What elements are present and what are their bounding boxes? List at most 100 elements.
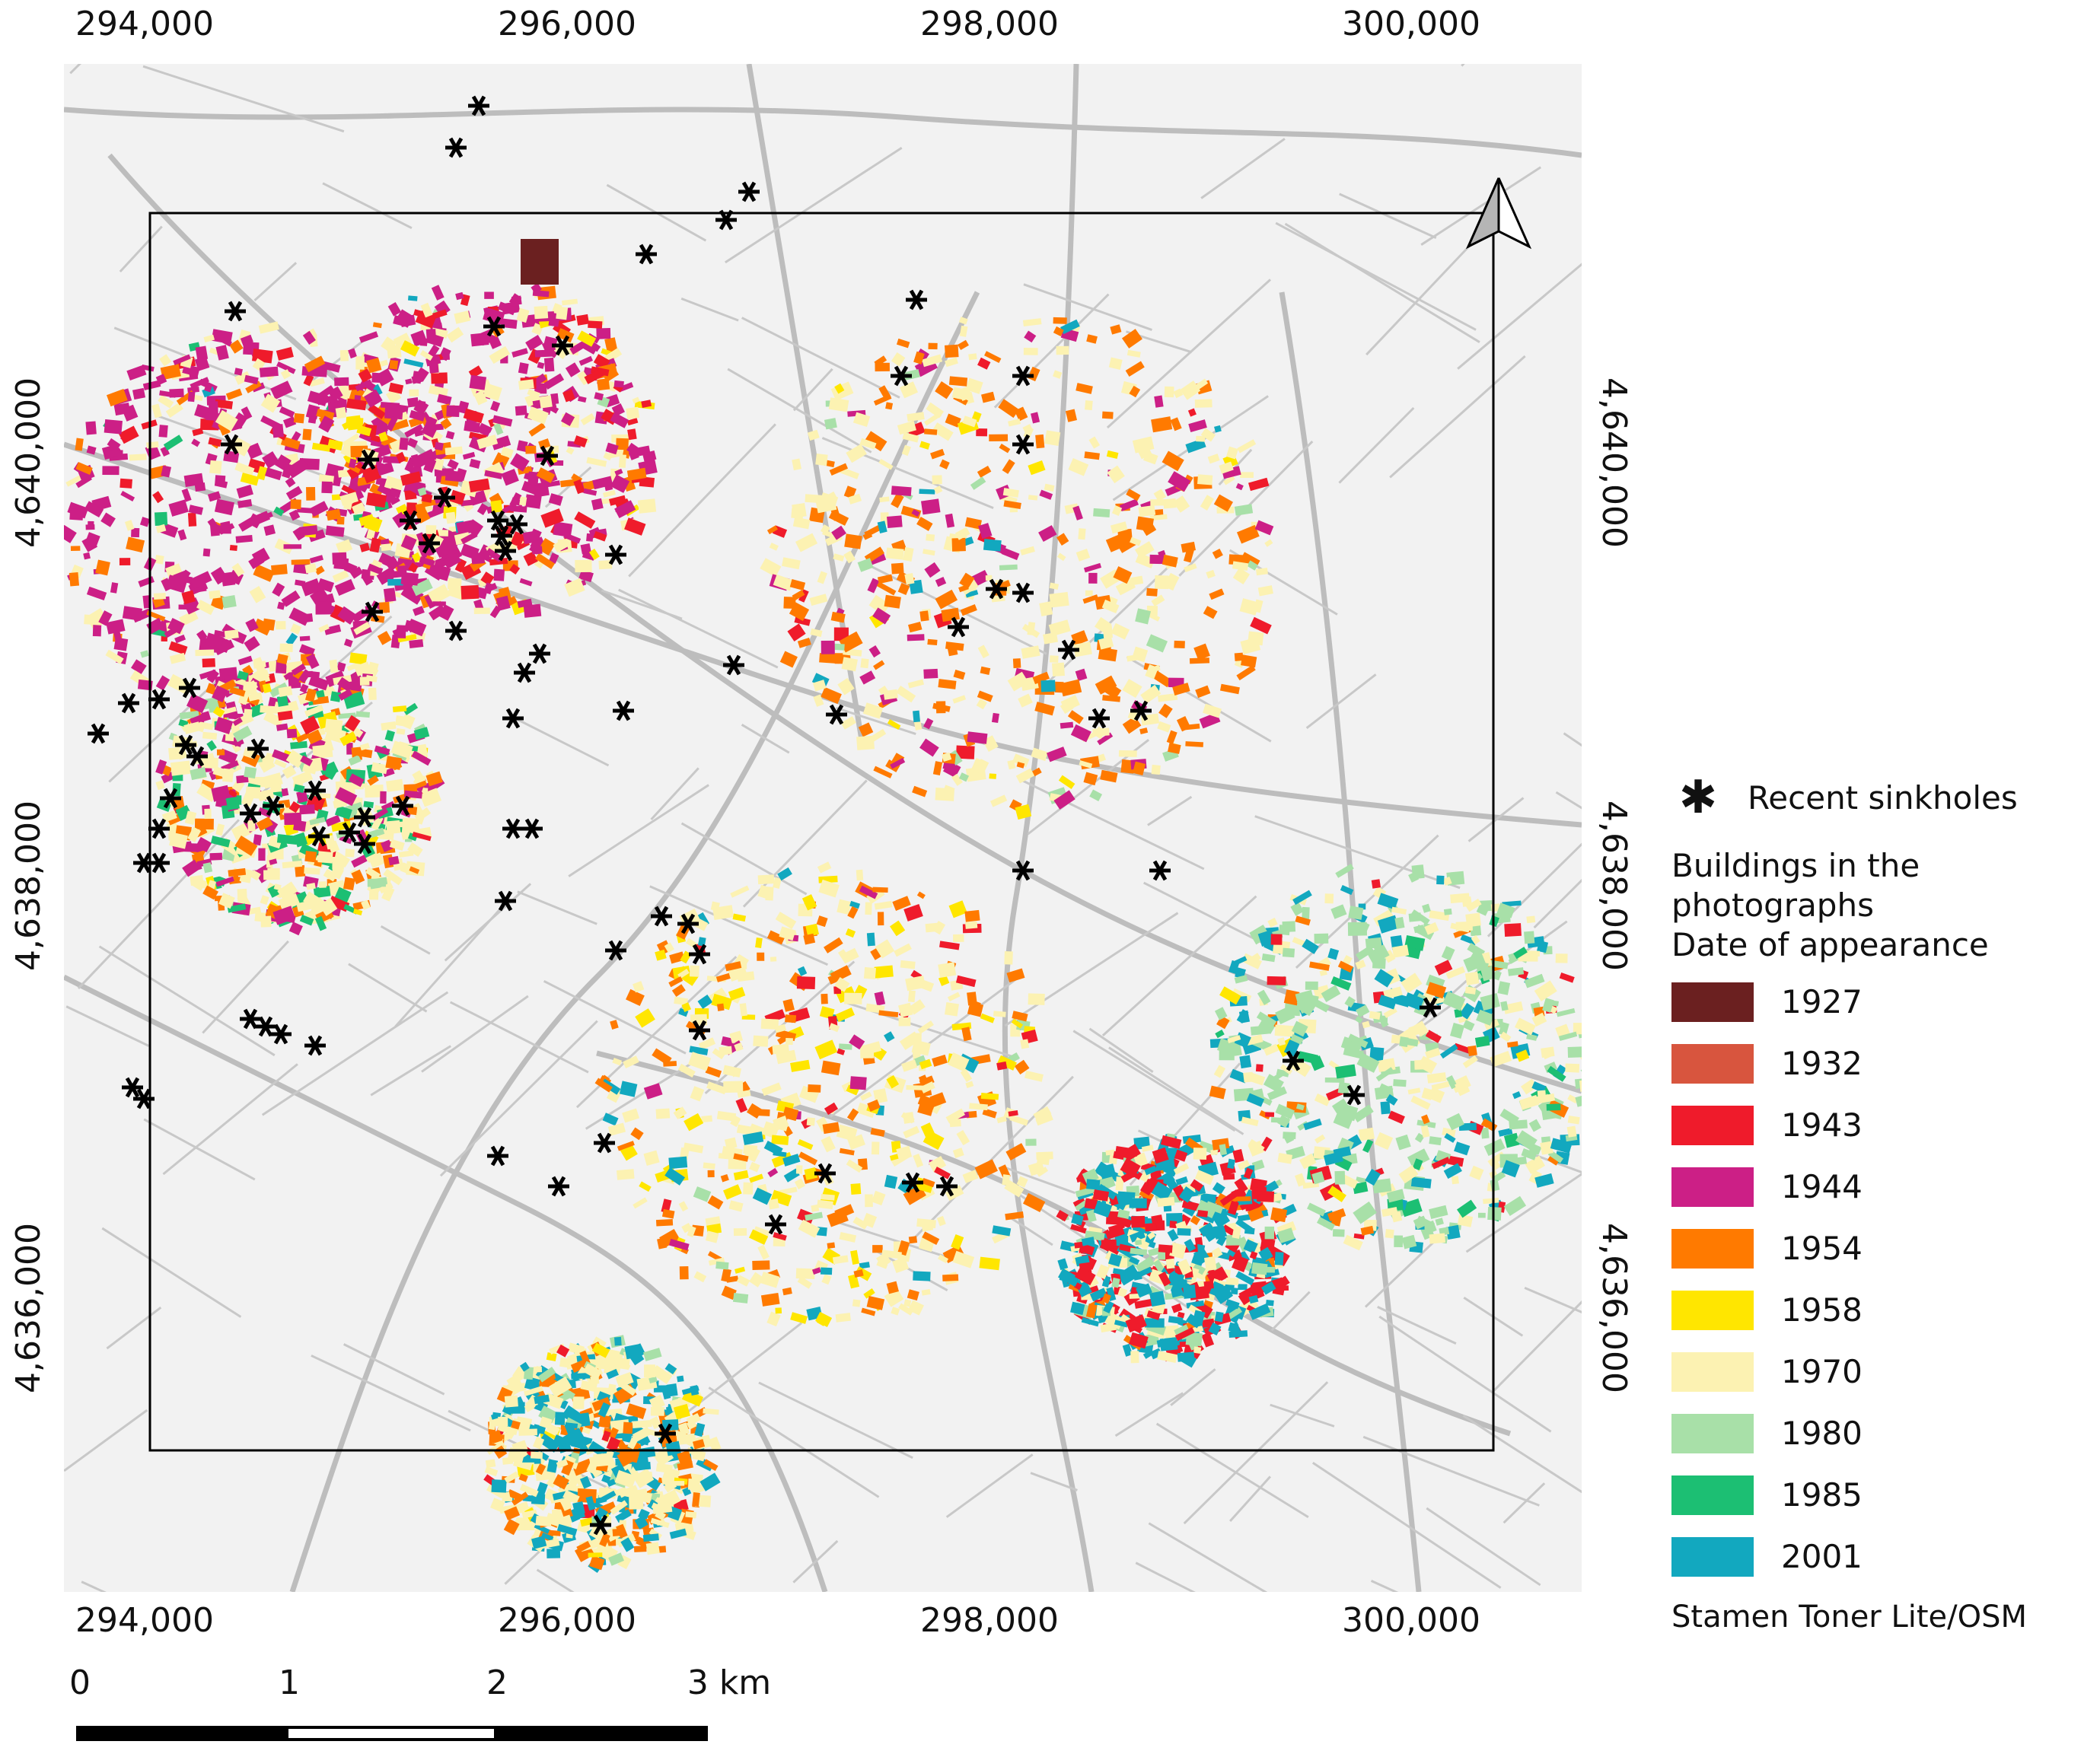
sinkhole-marker — [948, 616, 969, 638]
sinkhole-marker — [986, 578, 1007, 600]
legend-swatch — [1671, 1167, 1754, 1207]
sinkhole-marker — [487, 510, 508, 531]
map-canvas[interactable] — [64, 64, 1582, 1592]
sinkhole-marker — [354, 807, 375, 828]
sinkhole-marker — [723, 654, 744, 676]
sinkhole-marker — [814, 1163, 836, 1184]
legend-swatch — [1671, 1105, 1754, 1145]
sinkhole-marker — [1012, 365, 1034, 387]
sinkhole-marker — [613, 700, 634, 721]
sinkhole-marker — [936, 1176, 958, 1197]
y-tick-right-1: 4,640,000 — [1595, 377, 1633, 548]
legend-items: 1927 1932 1943 1944 1954 1958 1970 1980 1985 2001 — [1671, 971, 2098, 1587]
sinkhole-marker — [400, 510, 421, 531]
sinkhole-marker — [1012, 434, 1034, 455]
legend-label: 2001 — [1781, 1538, 1863, 1575]
basemap-credit: Stamen Toner Lite/OSM — [1671, 1600, 2028, 1635]
sinkhole-marker — [495, 890, 516, 912]
sinkhole-marker — [225, 301, 246, 322]
x-tick-bottom-4: 300,000 — [1342, 1601, 1480, 1640]
sinkhole-marker — [483, 316, 505, 337]
legend-swatch — [1671, 1475, 1754, 1515]
legend-item-1985: 1985 — [1671, 1464, 2098, 1526]
sinkhole-marker — [651, 906, 672, 927]
scale-segment-1 — [76, 1726, 288, 1741]
legend-swatch — [1671, 1043, 1754, 1084]
sinkhole-markers — [88, 95, 1441, 1536]
sinkhole-marker — [506, 514, 527, 535]
x-tick-bottom-3: 298,000 — [920, 1601, 1059, 1640]
sinkhole-marker — [514, 662, 535, 683]
sinkhole-marker — [175, 734, 196, 756]
x-tick-bottom-2: 296,000 — [498, 1601, 636, 1640]
sinkhole-marker — [434, 487, 455, 508]
sinkhole-marker — [358, 449, 379, 470]
sinkhole-marker — [1130, 700, 1152, 721]
sinkhole-marker — [468, 95, 489, 116]
legend-item-1954: 1954 — [1671, 1218, 2098, 1279]
map-svg — [64, 64, 1582, 1592]
legend-swatch — [1671, 1413, 1754, 1453]
sinkhole-marker — [247, 738, 269, 759]
north-arrow-icon — [1465, 177, 1532, 250]
sinkhole-marker — [419, 533, 440, 554]
sinkhole-marker — [605, 940, 626, 961]
sinkhole-marker — [738, 181, 760, 202]
scale-segment-2 — [285, 1726, 497, 1741]
sinkhole-marker — [362, 601, 383, 622]
legend-date-title: Date of appearance — [1671, 926, 1989, 963]
sinkhole-marker — [1420, 997, 1441, 1018]
sinkhole-marker — [487, 1145, 508, 1167]
sinkhole-marker — [891, 365, 912, 387]
sinkhole-marker — [270, 1023, 292, 1045]
sinkhole-marker — [1088, 708, 1110, 729]
sinkhole-marker — [240, 803, 261, 824]
legend-label: 1985 — [1781, 1476, 1863, 1514]
sinkhole-marker — [148, 689, 170, 710]
sinkhole-marker — [715, 209, 737, 231]
sinkhole-marker — [339, 822, 360, 843]
sinkhole-marker — [304, 780, 326, 801]
sinkhole-marker — [304, 1035, 326, 1056]
sinkhole-marker — [529, 643, 550, 664]
sinkhole-marker — [495, 540, 516, 562]
sinkhole-marker — [133, 1088, 155, 1109]
sinkhole-marker — [148, 818, 170, 839]
sinkhole-marker — [677, 913, 699, 934]
sinkhole-marker — [354, 833, 375, 855]
sinkhole-marker — [689, 1020, 710, 1041]
sinkhole-marker — [636, 244, 657, 265]
x-tick-top-4: 300,000 — [1342, 5, 1480, 43]
scale-label-2: 2 — [486, 1663, 508, 1702]
sinkhole-marker — [148, 852, 170, 874]
sinkhole-marker — [594, 1132, 615, 1154]
legend-label: 1958 — [1781, 1291, 1863, 1329]
sinkhole-marker — [392, 795, 413, 817]
sinkhole-marker — [826, 704, 847, 725]
y-tick-left-2: 4,638,000 — [9, 801, 48, 971]
x-tick-bottom-1: 294,000 — [75, 1601, 214, 1640]
legend-item-2001: 2001 — [1671, 1526, 2098, 1587]
sinkhole-marker — [186, 746, 208, 767]
sinkhole-marker — [221, 434, 242, 455]
legend-item-1943: 1943 — [1671, 1094, 2098, 1156]
sinkhole-marker — [88, 723, 109, 744]
sinkhole-marker — [1058, 639, 1079, 661]
legend-swatch — [1671, 1536, 1754, 1577]
scale-label-1: 1 — [279, 1663, 300, 1702]
sinkhole-marker — [179, 677, 200, 699]
sinkhole-marker — [1283, 1050, 1304, 1071]
legend-label: 1970 — [1781, 1353, 1863, 1390]
y-tick-left-1: 4,640,000 — [9, 377, 48, 548]
legend-swatch — [1671, 1351, 1754, 1392]
y-tick-right-2: 4,638,000 — [1595, 801, 1633, 971]
legend-sinkhole-entry: ✱ Recent sinkholes — [1671, 775, 2098, 820]
scale-label-3: 3 km — [687, 1663, 772, 1702]
legend-item-1958: 1958 — [1671, 1279, 2098, 1341]
map-legend: ✱ Recent sinkholes Buildings in the phot… — [1671, 775, 2098, 1635]
x-tick-top-1: 294,000 — [75, 5, 214, 43]
scale-label-0: 0 — [69, 1663, 91, 1702]
legend-item-1944: 1944 — [1671, 1156, 2098, 1218]
building-footprints — [64, 239, 1582, 1574]
sinkhole-marker — [521, 818, 543, 839]
